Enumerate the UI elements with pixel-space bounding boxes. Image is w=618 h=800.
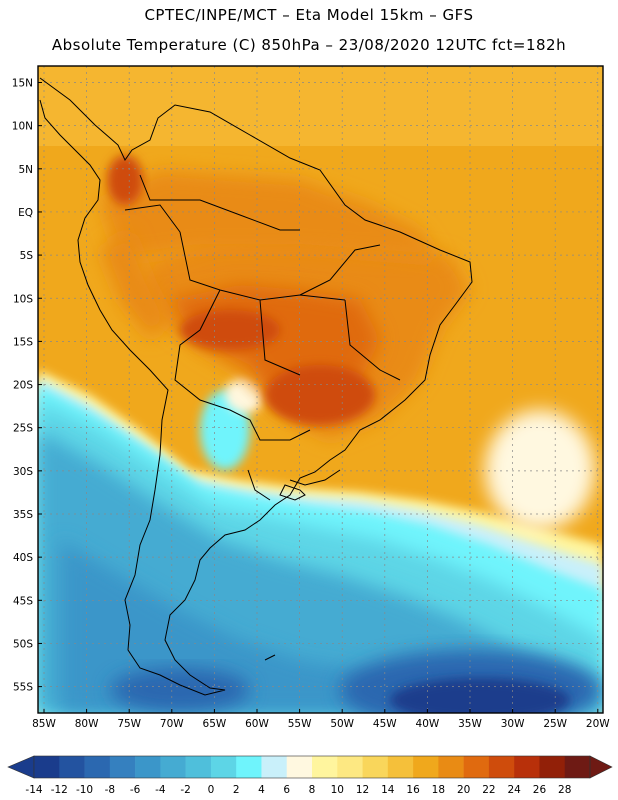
colorbar-label: -10 <box>76 784 93 796</box>
colorbar-swatch <box>210 756 237 778</box>
colorbar-label: 18 <box>432 784 445 796</box>
lat-label: 55S <box>13 682 33 694</box>
colorbar-swatch <box>539 756 566 778</box>
colorbar-label: 28 <box>558 784 571 796</box>
colorbar-label: 12 <box>356 784 369 796</box>
colorbar-label: 6 <box>283 784 290 796</box>
lon-label: 70W <box>160 718 184 730</box>
colorbar-swatch <box>488 756 515 778</box>
lon-label: 75W <box>117 718 141 730</box>
colorbar-min-arrow <box>7 755 35 779</box>
lon-label: 85W <box>32 718 56 730</box>
lat-label: 40S <box>13 552 33 564</box>
colorbar-label: -4 <box>155 784 166 796</box>
colorbar-label: -8 <box>105 784 115 796</box>
colorbar-swatch <box>59 756 85 778</box>
colorbar-label: 22 <box>482 784 495 796</box>
lat-label: 30S <box>13 466 33 478</box>
lon-label: 40W <box>416 718 440 730</box>
colorbar-label: 4 <box>258 784 265 796</box>
lat-lon-grid <box>38 66 603 713</box>
latitude-axis-labels: 15N 10N 5N EQ 5S 10S 15S 20S 25S 30S 35S 40S 45S 50S 5… <box>12 78 42 694</box>
lon-label: 45W <box>373 718 397 730</box>
colorbar-swatch <box>514 756 540 778</box>
colorbar-label: 24 <box>507 784 521 796</box>
map-title-line2: Absolute Temperature (C) 850hPa – 23/08/… <box>51 36 567 54</box>
colorbar-swatch <box>160 756 186 778</box>
lat-label: EQ <box>18 207 33 219</box>
lat-label: 5N <box>18 164 33 176</box>
colorbar-swatch <box>236 756 262 778</box>
lat-label: 20S <box>13 380 33 392</box>
lat-label: 5S <box>20 250 34 262</box>
colorbar-swatch <box>185 756 212 778</box>
lon-label: 55W <box>288 718 312 730</box>
colorbar-swatch <box>286 756 313 778</box>
lon-label: 80W <box>75 718 99 730</box>
colorbar-swatch <box>438 756 464 778</box>
colorbar-swatch <box>564 756 591 778</box>
colorbar-swatch <box>135 756 161 778</box>
colorbar-label: -6 <box>130 784 141 796</box>
lat-label: 35S <box>13 509 33 521</box>
lat-label: 15S <box>13 336 33 348</box>
colorbar-label: 16 <box>406 784 420 796</box>
coastlines <box>39 77 473 696</box>
colorbar-swatch <box>362 756 389 778</box>
colorbar-label: 26 <box>533 784 547 796</box>
lon-label: 60W <box>245 718 269 730</box>
colorbar-label: 0 <box>208 784 215 796</box>
colorbar-swatch <box>34 756 60 778</box>
colorbar-label: 10 <box>331 784 344 796</box>
colorbar-label: 14 <box>381 784 395 796</box>
longitude-axis-labels: 85W 80W 75W 70W 65W 60W 55W 50W 45W 40W 35W 30W 25W 2… <box>32 709 610 730</box>
colorbar-label: 8 <box>309 784 316 796</box>
lat-label: 10S <box>13 293 33 305</box>
colorbar-label: -12 <box>51 784 68 796</box>
lon-label: 35W <box>458 718 482 730</box>
lon-label: 50W <box>330 718 354 730</box>
colorbar-label: 20 <box>457 784 470 796</box>
colorbar: -14 -12 -10 -8 -6 -4 -2 0 2 4 6 8 10 12 14 16 18 20 22 24 26… <box>7 755 613 796</box>
temperature-field <box>38 66 603 713</box>
colorbar-swatch <box>463 756 490 778</box>
colorbar-label: 2 <box>233 784 240 796</box>
map-title-line1: CPTEC/INPE/MCT – Eta Model 15km – GFS <box>144 6 474 24</box>
colorbar-swatch <box>261 756 288 778</box>
lat-label: 15N <box>12 78 33 90</box>
lon-label: 20W <box>586 718 610 730</box>
lon-label: 25W <box>543 718 567 730</box>
lon-label: 30W <box>501 718 525 730</box>
lat-label: 25S <box>13 423 33 435</box>
map-frame <box>37 65 604 714</box>
lat-label: 10N <box>12 121 33 133</box>
lat-label: 50S <box>13 638 33 650</box>
colorbar-label: -2 <box>180 784 190 796</box>
colorbar-swatch <box>413 756 439 778</box>
lon-label: 65W <box>203 718 227 730</box>
colorbar-swatch <box>337 756 363 778</box>
colorbar-swatch <box>312 756 338 778</box>
colorbar-swatch <box>84 756 111 778</box>
colorbar-swatch <box>109 756 136 778</box>
colorbar-label: -14 <box>25 784 42 796</box>
colorbar-swatch <box>387 756 414 778</box>
colorbar-max-arrow <box>589 755 613 779</box>
lat-label: 45S <box>13 595 33 607</box>
